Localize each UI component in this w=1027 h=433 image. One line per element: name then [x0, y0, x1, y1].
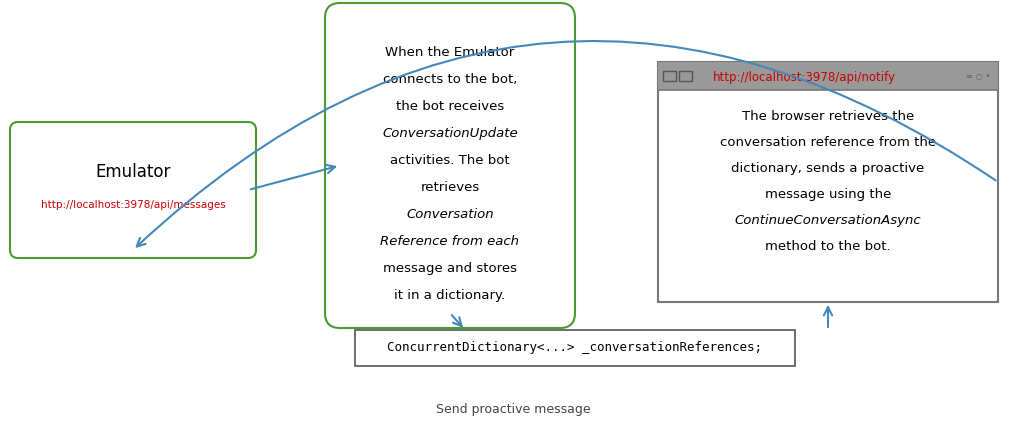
Text: conversation reference from the: conversation reference from the	[720, 136, 936, 149]
Text: connects to the bot,: connects to the bot,	[383, 73, 518, 86]
Text: message using the: message using the	[765, 188, 891, 201]
Text: When the Emulator: When the Emulator	[385, 46, 515, 59]
Text: ConversationUpdate: ConversationUpdate	[382, 127, 518, 140]
Bar	[663, 71, 676, 81]
Text: ContinueConversationAsync: ContinueConversationAsync	[734, 214, 921, 227]
Text: Reference from each: Reference from each	[380, 235, 520, 248]
Bar	[355, 330, 795, 366]
Text: http://localhost:3978/api/messages: http://localhost:3978/api/messages	[41, 200, 225, 210]
Text: The browser retrieves the: The browser retrieves the	[741, 110, 914, 123]
FancyBboxPatch shape	[325, 3, 575, 328]
FancyBboxPatch shape	[10, 122, 256, 258]
Bar	[679, 71, 692, 81]
Bar	[658, 62, 998, 302]
Text: Send proactive message: Send proactive message	[436, 404, 591, 417]
Text: ≡ ○ •: ≡ ○ •	[965, 71, 990, 81]
Text: Conversation: Conversation	[407, 208, 494, 221]
Text: activities. The bot: activities. The bot	[390, 154, 509, 167]
Text: Emulator: Emulator	[96, 163, 170, 181]
Text: the bot receives: the bot receives	[395, 100, 504, 113]
Text: method to the bot.: method to the bot.	[765, 240, 890, 253]
Bar	[658, 62, 998, 90]
Text: dictionary, sends a proactive: dictionary, sends a proactive	[731, 162, 924, 175]
Text: retrieves: retrieves	[420, 181, 480, 194]
Text: ConcurrentDictionary<...> _conversationReferences;: ConcurrentDictionary<...> _conversationR…	[387, 342, 762, 355]
Text: it in a dictionary.: it in a dictionary.	[394, 289, 505, 302]
Text: http://localhost:3978/api/notify: http://localhost:3978/api/notify	[713, 71, 896, 84]
Text: message and stores: message and stores	[383, 262, 517, 275]
